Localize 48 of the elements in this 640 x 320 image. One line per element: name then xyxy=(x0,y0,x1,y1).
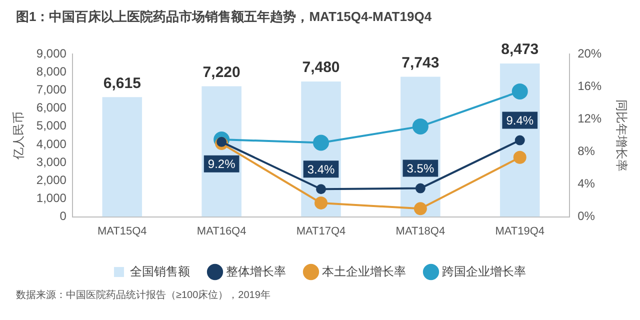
y2-tick-label: 20% xyxy=(578,46,602,60)
point xyxy=(412,118,428,134)
x-tick-label: MAT19Q4 xyxy=(495,225,545,238)
data-label: 7,480 xyxy=(302,59,340,76)
source-note: 数据来源：中国医院药品统计报告（≥100床位），2019年 xyxy=(16,288,272,302)
point xyxy=(514,135,525,146)
y2-tick-label: 4% xyxy=(578,176,596,191)
x-tick-label: MAT18Q4 xyxy=(396,225,446,238)
y-tick-label: 4,000 xyxy=(36,136,67,151)
y-tick-label: 0 xyxy=(60,209,67,224)
legend-label: 跨国企业增长率 xyxy=(442,264,526,278)
y-axis-title: 亿人民币 xyxy=(12,111,26,160)
data-label: 7,743 xyxy=(402,54,440,72)
y2-tick-label: 8% xyxy=(578,144,596,158)
point xyxy=(414,202,427,216)
x-tick-label: MAT15Q4 xyxy=(97,225,147,238)
data-label: 7,220 xyxy=(202,64,240,81)
y2-tick-label: 0% xyxy=(578,209,596,224)
bar xyxy=(102,97,142,217)
y-tick-label: 9,000 xyxy=(36,46,67,60)
legend-label: 全国销售额 xyxy=(130,264,190,278)
point xyxy=(314,196,328,210)
data-label: 6,615 xyxy=(103,74,141,92)
y-tick-label: 2,000 xyxy=(36,172,67,187)
data-label: 9.4% xyxy=(506,114,534,128)
y-tick-label: 7,000 xyxy=(36,82,67,96)
x-tick-label: MAT17Q4 xyxy=(296,225,346,238)
y2-tick-label: 12% xyxy=(578,111,602,126)
point xyxy=(513,150,526,164)
legend-label: 本土企业增长率 xyxy=(322,264,406,278)
point xyxy=(316,184,326,194)
y-tick-label: 5,000 xyxy=(36,118,67,133)
y-tick-label: 1,000 xyxy=(36,191,67,206)
data-label: 9.2% xyxy=(208,157,236,172)
chart-title: 图1：中国百床以上医院药品市场销售额五年趋势，MAT15Q4-MAT19Q4 xyxy=(16,8,433,26)
data-label: 3.5% xyxy=(406,162,434,176)
y-tick-label: 6,000 xyxy=(36,100,67,115)
x-tick-label: MAT16Q4 xyxy=(196,225,246,238)
legend-label: 整体增长率 xyxy=(226,264,286,278)
data-label: 8,473 xyxy=(501,41,539,58)
y-tick-label: 8,000 xyxy=(36,64,67,78)
y2-tick-label: 16% xyxy=(578,78,602,93)
point xyxy=(512,83,528,100)
data-label: 3.4% xyxy=(307,162,336,176)
point xyxy=(415,183,426,194)
y2-axis-title: 同比年增长率 xyxy=(614,99,628,172)
y-tick-label: 3,000 xyxy=(36,154,67,169)
point xyxy=(313,134,330,151)
